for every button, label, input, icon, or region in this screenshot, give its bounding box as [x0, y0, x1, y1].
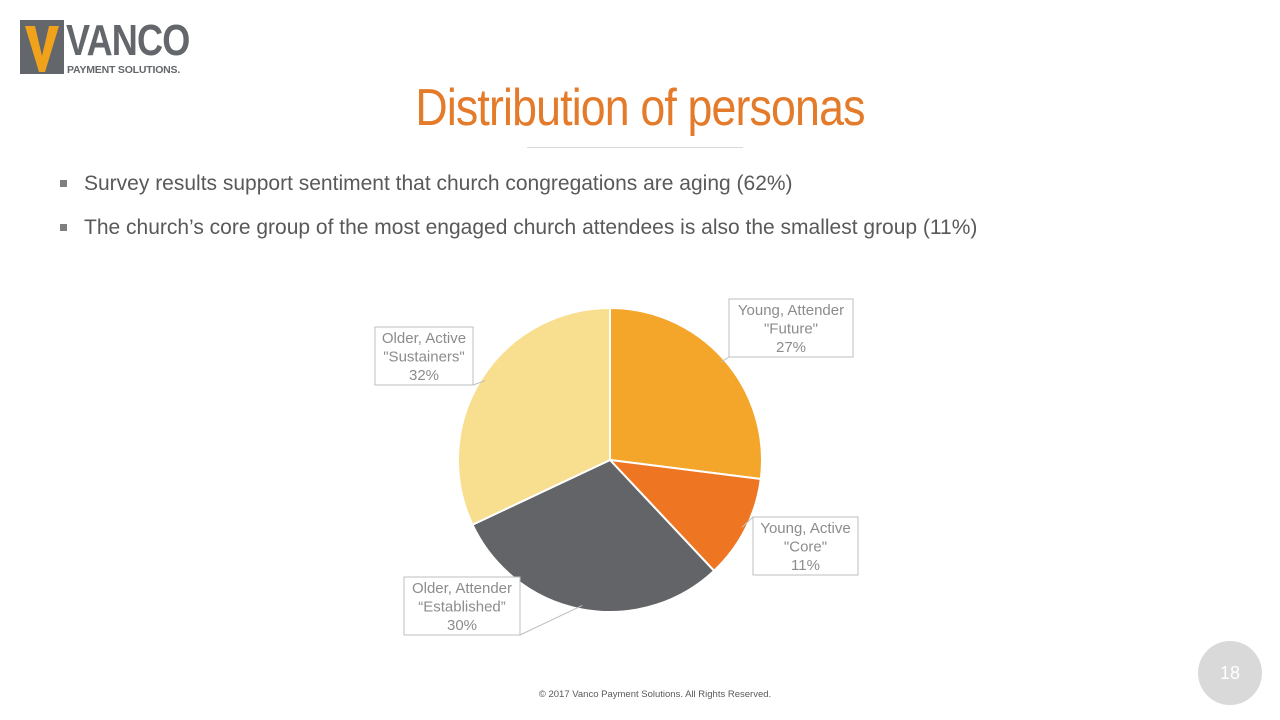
bullet-text: The church’s core group of the most enga…	[84, 216, 978, 239]
callout-box	[752, 516, 859, 576]
vanco-v-mark-icon	[20, 20, 64, 74]
callout-leader-line	[720, 356, 730, 363]
slice-value-label: 11%	[791, 557, 820, 574]
logo-wordmark: VANCO	[66, 16, 190, 65]
pie-slice	[609, 306, 763, 481]
pie-slice	[471, 458, 716, 613]
bullet-text: Survey results support sentiment that ch…	[84, 172, 793, 195]
slice-value-label: 32%	[409, 367, 439, 384]
slice-value-label: 30%	[447, 617, 477, 634]
callout-box	[728, 298, 854, 358]
slice-label-persona: "Sustainers"	[383, 349, 465, 366]
slice-label-name: Older, Attender	[412, 580, 512, 597]
pie-slice	[457, 306, 611, 527]
bullet-item: The church’s core group of the most enga…	[60, 214, 977, 258]
slice-label-name: Young, Attender	[738, 302, 844, 319]
callout-box	[403, 576, 521, 636]
bullet-item: Survey results support sentiment that ch…	[60, 170, 977, 214]
slice-value-label: 27%	[776, 339, 806, 356]
copyright-footer: © 2017 Vanco Payment Solutions. All Righ…	[538, 689, 772, 700]
slice-label-name: Older, Active	[382, 330, 466, 347]
bullet-square-icon	[60, 224, 67, 231]
callout-leader-line	[741, 516, 754, 528]
pie-slice	[607, 458, 762, 573]
page-number-badge: 18	[1198, 641, 1262, 705]
logo-tagline: PAYMENT SOLUTIONS.	[67, 64, 181, 76]
callout-box	[374, 326, 474, 386]
bullet-square-icon	[60, 180, 67, 187]
slide-title: Distribution of personas	[415, 79, 865, 137]
bullet-list: Survey results support sentiment that ch…	[60, 170, 977, 258]
callout-leader-line	[472, 380, 486, 386]
slice-label-persona: "Core"	[784, 539, 827, 556]
slice-label-persona: "Future"	[764, 321, 818, 338]
slice-label-persona: “Established”	[418, 599, 506, 616]
title-underline	[527, 147, 743, 148]
callout-leader-line	[519, 604, 583, 636]
slice-label-name: Young, Active	[760, 520, 850, 537]
vanco-logo: VANCO PAYMENT SOLUTIONS.	[20, 16, 190, 78]
